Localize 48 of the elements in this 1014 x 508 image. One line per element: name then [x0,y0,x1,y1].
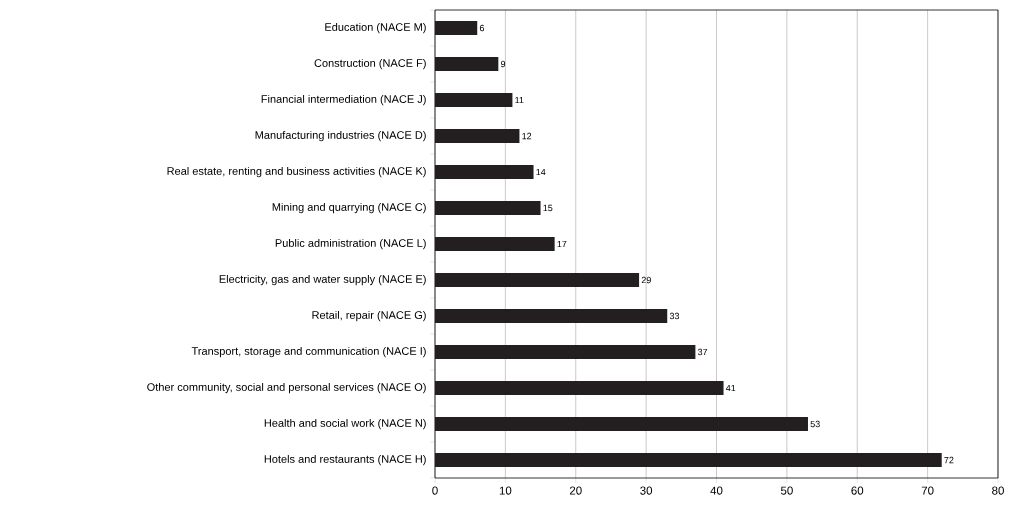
x-tick-label: 60 [851,486,864,495]
x-tick-label: 30 [640,486,653,495]
data-label: 6 [479,24,485,32]
x-tick-label: 10 [499,486,512,495]
y-tick-label: Other community, social and personal services (NACE O) [147,382,426,394]
bar [435,21,478,35]
x-tick-label: 20 [569,486,582,495]
data-label: 12 [522,132,532,140]
bar [435,165,534,179]
data-label: 9 [500,60,506,68]
bar [435,381,724,395]
data-label: 33 [669,312,680,320]
bar [435,129,520,143]
data-label: 72 [944,456,954,464]
bar [435,57,499,71]
data-label: 11 [515,96,524,104]
data-label: 29 [641,276,651,284]
y-tick-label: Mining and quarrying (NACE C) [272,202,426,214]
data-label: 53 [810,420,820,428]
bar [435,453,942,468]
data-label: 17 [557,240,567,248]
x-tick-label: 80 [992,486,1004,495]
x-tick-label: 50 [780,486,793,495]
data-label: 15 [543,204,553,212]
y-tick-label: Manufacturing industries (NACE D) [255,130,426,142]
bar [435,237,555,251]
y-tick-label: Health and social work (NACE N) [264,418,426,430]
y-tick-label: Transport, storage and communication (NACE I) [191,346,426,358]
data-label: 37 [697,348,708,356]
bar [435,93,513,107]
x-tick-label: 0 [432,486,438,495]
y-tick-label: Retail, repair (NACE G) [312,310,426,322]
bar [435,309,668,323]
bar [435,201,541,215]
bar [435,417,808,431]
y-tick-label: Public administration (NACE L) [275,238,426,250]
x-tick-label: 70 [921,486,934,495]
y-tick-label: Financial intermediation (NACE J) [261,94,426,106]
y-tick-label: Electricity, gas and water supply (NACE E) [219,274,426,286]
bar [435,345,696,359]
y-tick-label: Education (NACE M) [325,22,426,34]
y-tick-label: Hotels and restaurants (NACE H) [264,454,426,466]
data-label: 41 [725,384,736,392]
y-tick-label: Construction (NACE F) [314,58,426,70]
x-tick-label: 40 [710,486,723,495]
y-tick-label: Real estate, renting and business activities (NACE K) [167,166,426,178]
bar [435,273,640,287]
data-label: 14 [536,168,546,176]
